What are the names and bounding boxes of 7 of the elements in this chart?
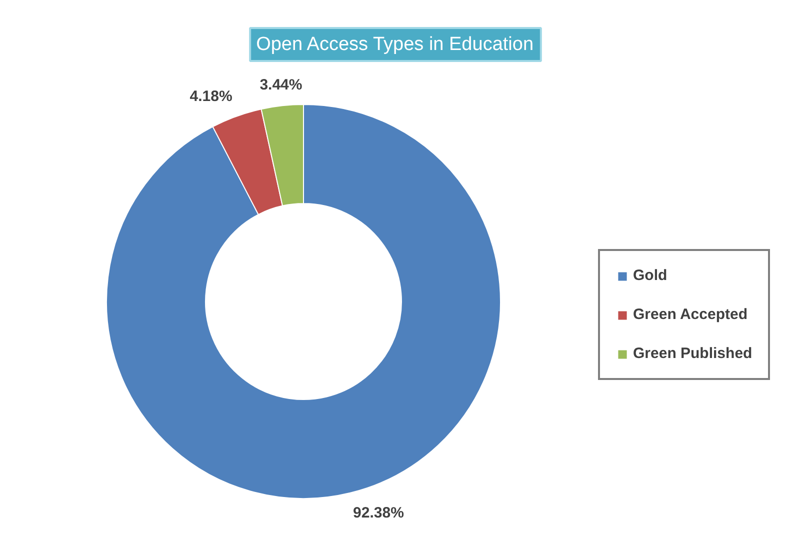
- data-label: 3.44%: [260, 76, 302, 94]
- legend-label: Green Accepted: [633, 306, 748, 323]
- chart-title: Open Access Types in Education: [256, 34, 534, 55]
- legend-label: Gold: [633, 267, 668, 284]
- data-label: 4.18%: [190, 88, 232, 105]
- data-label: 92.38%: [353, 504, 404, 522]
- legend-label: Green Published: [633, 345, 752, 362]
